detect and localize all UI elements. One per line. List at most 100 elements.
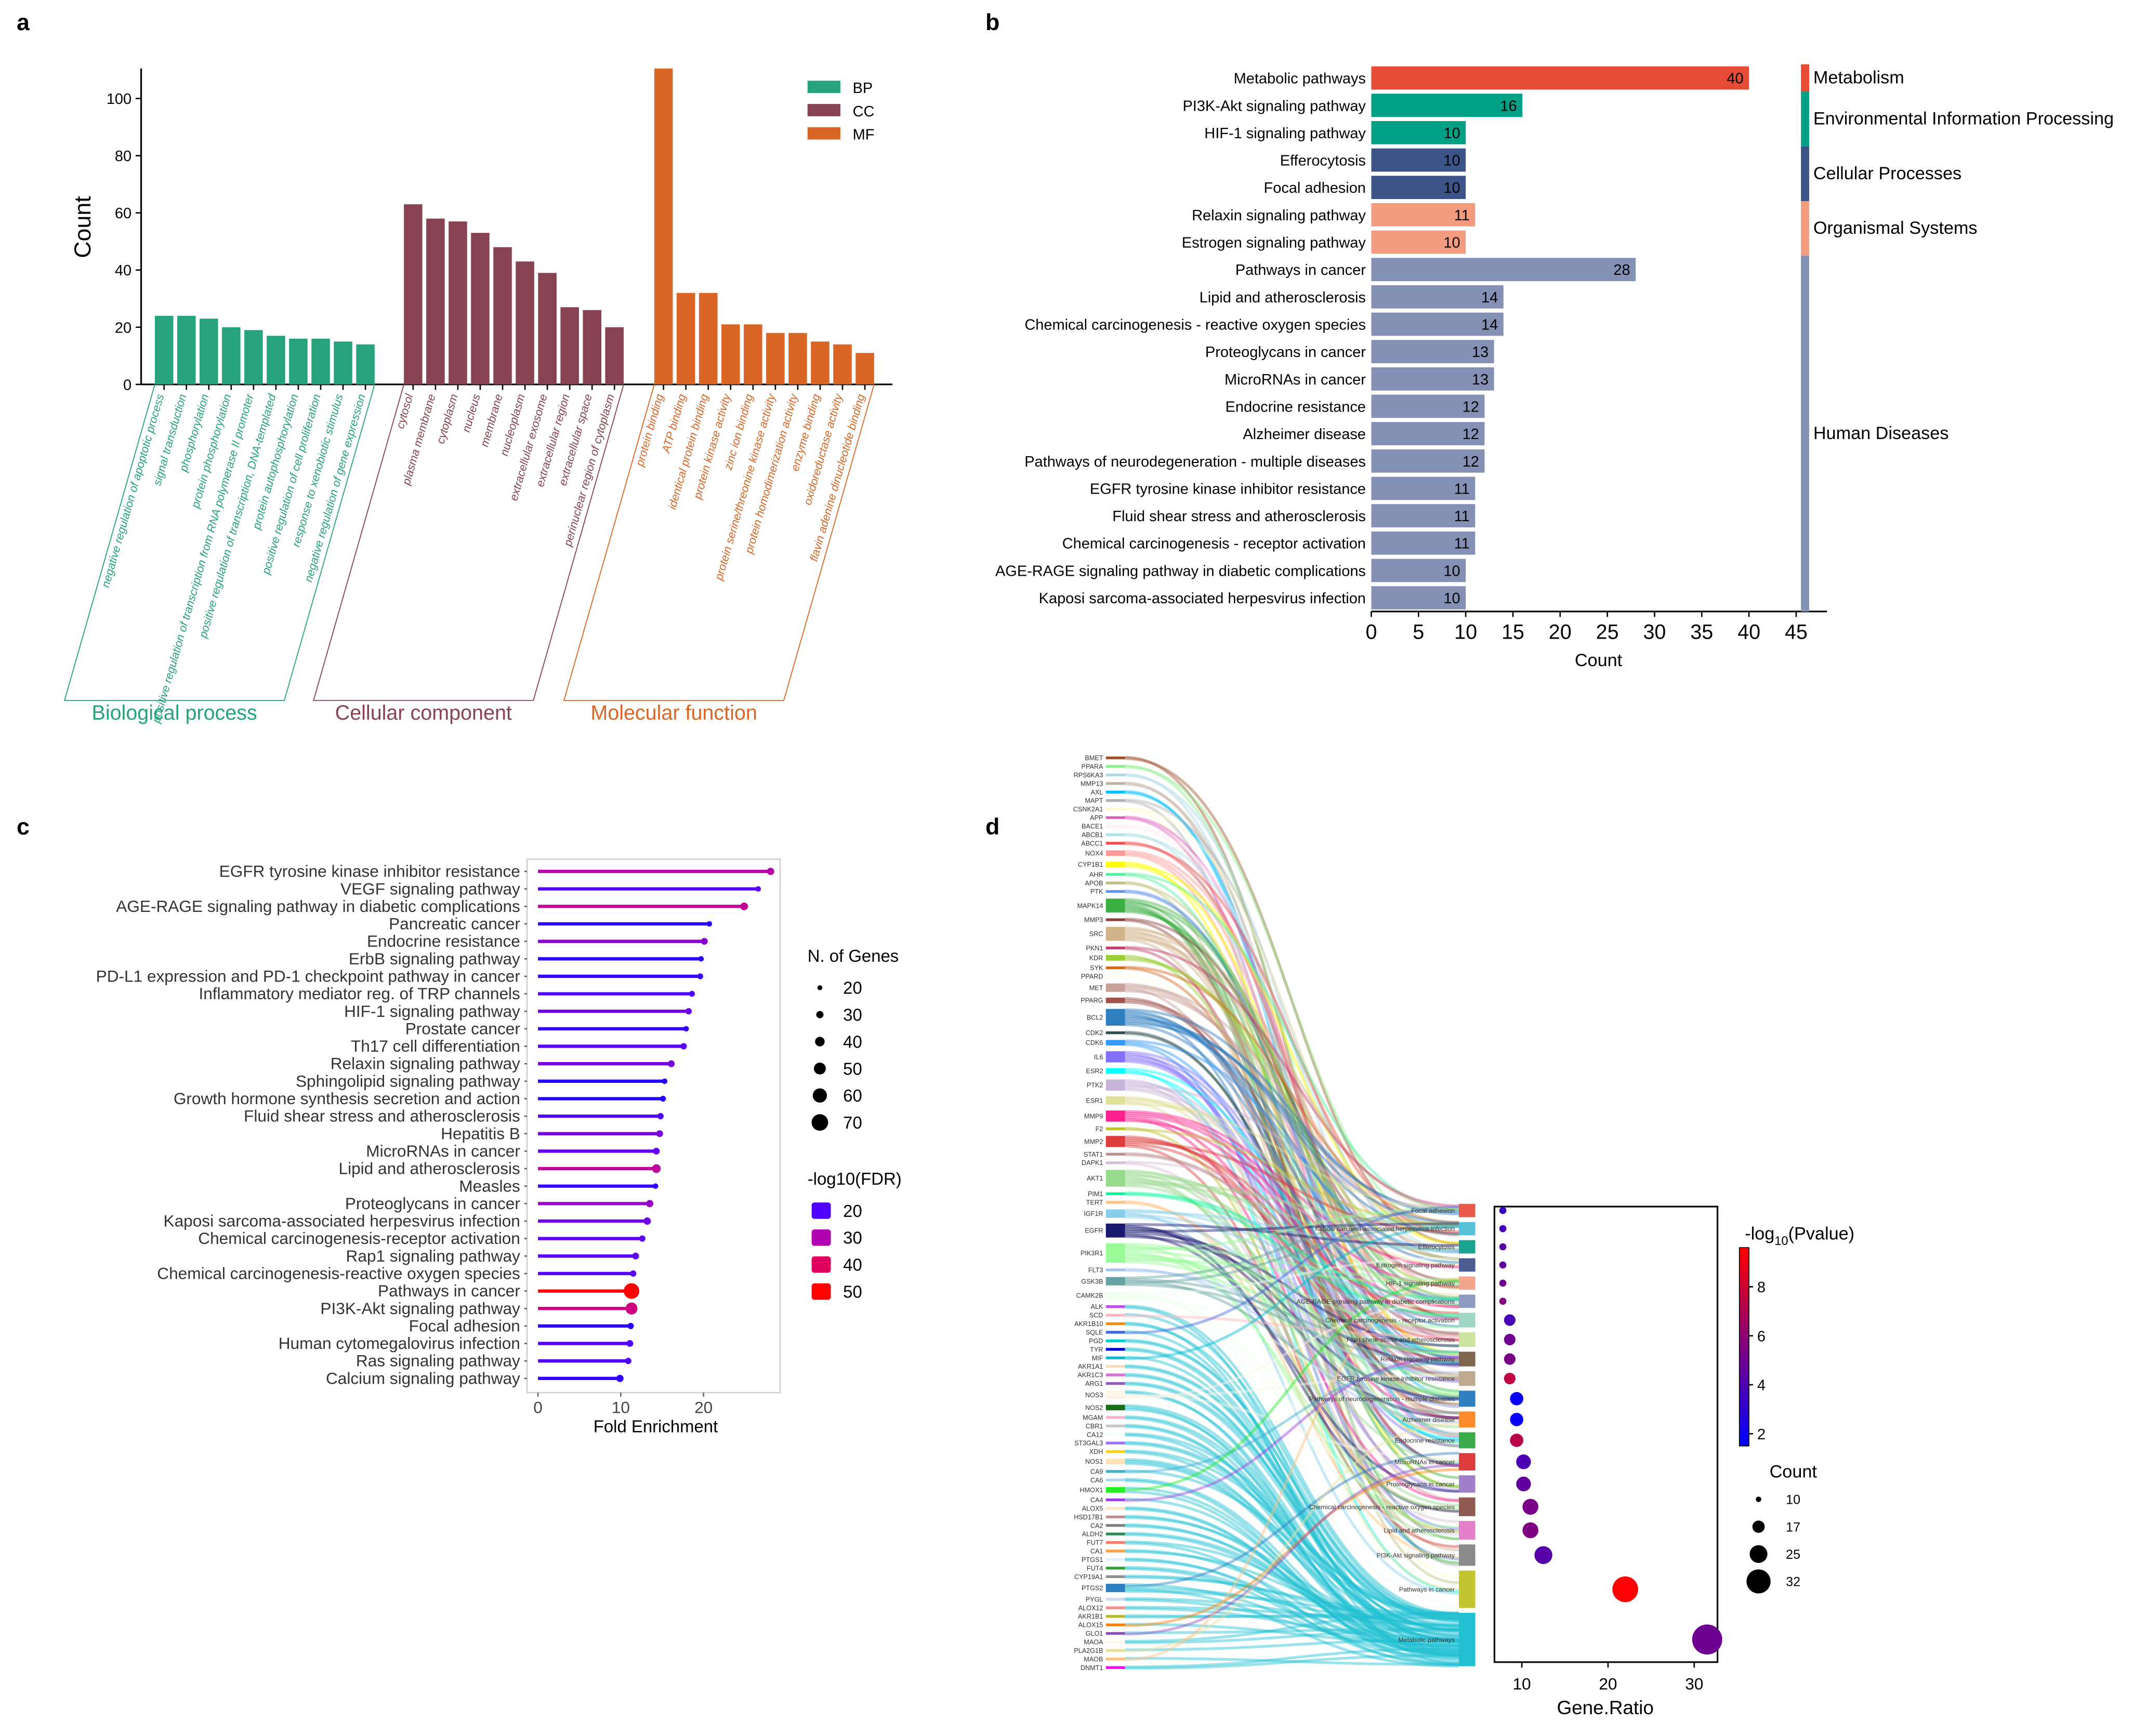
gene-label: SYK: [1090, 964, 1103, 972]
bar-CC: [449, 221, 467, 385]
gene-label: CA12: [1087, 1431, 1103, 1438]
category-label: EGFR tyrosine kinase inhibitor resistanc…: [219, 862, 520, 881]
sankey-links: [1125, 756, 1459, 1670]
sankey-link: [1125, 1295, 1459, 1536]
colorbar: [1739, 1247, 1749, 1447]
gene-block: [1105, 1424, 1125, 1428]
category-label: Relaxin signaling pathway: [331, 1054, 520, 1073]
lollipop-dot: [689, 990, 695, 997]
gene-block: [1105, 997, 1125, 1003]
class-label: Environmental Information Processing: [1813, 109, 2114, 129]
gene-block: [1105, 1478, 1125, 1481]
size-legend-label: 25: [1786, 1547, 1800, 1562]
sankey-link: [1125, 1172, 1459, 1463]
bar-CC: [605, 327, 624, 385]
gene-label: CSNK2A1: [1073, 806, 1103, 813]
x-tick-label: 5: [1413, 621, 1424, 644]
gene-block: [1105, 1416, 1125, 1419]
gene-block: [1105, 1390, 1125, 1399]
color-legend-swatch: [811, 1283, 831, 1300]
sankey-link: [1125, 1301, 1459, 1400]
bar-MF: [788, 333, 807, 385]
sankey-link: [1125, 1487, 1459, 1657]
sankey-link: [1125, 983, 1459, 1303]
gene-label: MAPT: [1085, 797, 1103, 804]
x-tick-label: 0: [1365, 621, 1377, 644]
gene-block: [1105, 1575, 1125, 1579]
size-legend-dot: [813, 1063, 826, 1075]
gene-label: GLO1: [1086, 1630, 1103, 1637]
sankey-link: [1125, 1458, 1459, 1632]
gene-label: NOS3: [1085, 1392, 1103, 1399]
gene-block: [1105, 1487, 1125, 1493]
sankey-link: [1125, 1179, 1459, 1507]
sankey-link: [1125, 1222, 1459, 1233]
sankey-link: [1125, 807, 1459, 1248]
color-legend-label: 50: [843, 1282, 862, 1301]
x-tick-label: 15: [1502, 621, 1524, 644]
size-legend-title: Count: [1770, 1462, 1818, 1481]
sankey-link: [1125, 1225, 1459, 1513]
bar-BP: [334, 341, 352, 385]
sankey-link: [1125, 1102, 1459, 1211]
sankey-link: [1125, 928, 1459, 1210]
bar-CC: [426, 218, 445, 385]
plot-frame: [526, 858, 781, 1394]
sankey-link: [1125, 1373, 1459, 1398]
gene-label: MMP13: [1081, 780, 1103, 787]
sankey-link: [1125, 1294, 1459, 1518]
colorbar-title-subscript: 10: [1774, 1235, 1788, 1248]
sankey-link: [1125, 1096, 1459, 1437]
sankey-link: [1125, 1404, 1459, 1637]
x-tick-label: 10: [1454, 621, 1477, 644]
gene-label: ESR1: [1086, 1097, 1103, 1105]
bar-BP: [244, 330, 263, 385]
sankey-link: [1125, 1406, 1459, 1661]
sankey-link: [1125, 947, 1459, 1467]
sankey-link: [1125, 1071, 1459, 1440]
dotplot-dot: [1516, 1476, 1531, 1492]
sankey-link: [1125, 1209, 1459, 1304]
sankey-link: [1125, 764, 1459, 1361]
sankey-link: [1125, 1255, 1459, 1356]
bar: [1371, 258, 1636, 282]
category-label: Rap1 signaling pathway: [346, 1247, 521, 1265]
gene-block: [1105, 1356, 1125, 1359]
dotplot-dot: [1612, 1576, 1638, 1602]
sankey-link: [1125, 1434, 1459, 1655]
gene-label: AXL: [1091, 789, 1103, 796]
sankey-link: [1125, 1442, 1459, 1629]
gene-block: [1105, 1348, 1125, 1351]
lollipop-dot: [625, 1358, 631, 1364]
gene-block: [1105, 1541, 1125, 1544]
sankey-link: [1125, 861, 1459, 1488]
sankey-link: [1125, 873, 1459, 1445]
size-legend-label: 32: [1786, 1575, 1800, 1589]
y-tick-label: 80: [115, 148, 131, 165]
sankey-link: [1125, 798, 1459, 1261]
gene-block: [1105, 790, 1125, 793]
x-tick-label: 30: [1685, 1674, 1703, 1693]
category-label: Pathways in cancer: [378, 1281, 520, 1300]
x-tick-label: 0: [533, 1398, 543, 1417]
color-legend-swatch: [811, 1202, 831, 1219]
category-label: Chemical carcinogenesis - reactive oxyge…: [1024, 317, 1366, 334]
dotplot-dot: [1692, 1624, 1722, 1655]
sankey-link: [1125, 1162, 1459, 1523]
sankey-link: [1125, 1016, 1459, 1236]
sankey-link: [1125, 1567, 1459, 1660]
lollipop-dot: [653, 1147, 660, 1155]
sankey-link: [1125, 1628, 1459, 1644]
gene-block: [1105, 1615, 1125, 1618]
lollipop-dot: [627, 1322, 634, 1329]
gene-block: [1105, 1524, 1125, 1527]
sankey-link: [1125, 986, 1459, 1282]
color-legend-title: -log10(FDR): [808, 1169, 902, 1188]
bar-MF: [699, 293, 718, 385]
sankey-link: [1125, 1566, 1459, 1648]
sankey-link: [1125, 1469, 1459, 1615]
gene-label: ST3GAL3: [1074, 1440, 1103, 1447]
sankey-link: [1125, 958, 1459, 1261]
dotplot-dot: [1504, 1333, 1516, 1346]
gene-block: [1105, 873, 1125, 876]
